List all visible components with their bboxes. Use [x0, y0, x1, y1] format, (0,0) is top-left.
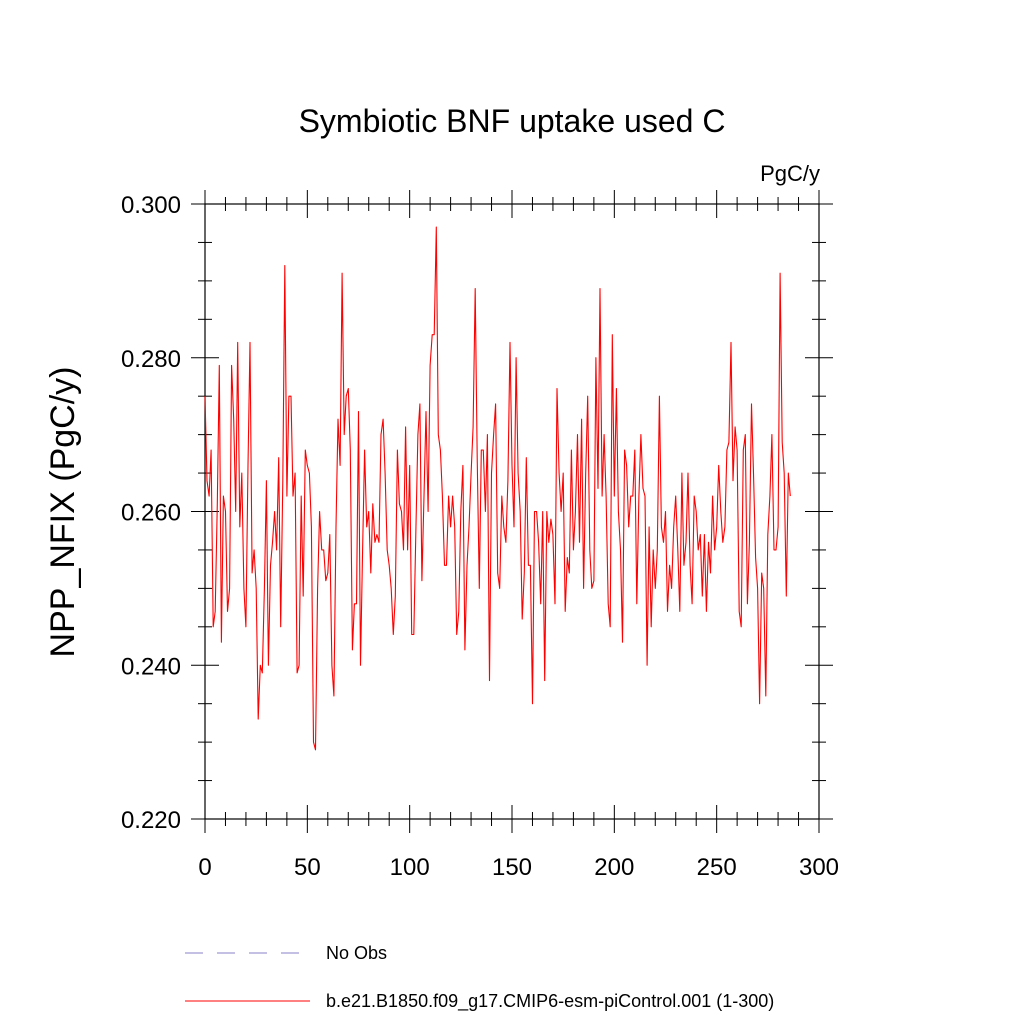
y-tick-labels: 0.220 0.240 0.260 0.280 0.300 — [121, 192, 181, 834]
y-axis-label: NPP_NFIX (PgC/y) — [44, 367, 82, 658]
units-label: PgC/y — [760, 161, 820, 186]
x-tick-labels: 0 50 100 150 200 250 300 — [198, 854, 839, 881]
y-tick-label-0.260: 0.260 — [121, 500, 181, 527]
plot-frame — [204, 203, 820, 820]
x-tick-label-100: 100 — [390, 854, 430, 881]
x-tick-label-300: 300 — [799, 854, 839, 881]
legend-label-model: b.e21.B1850.f09_g17.CMIP6-esm-piControl.… — [326, 991, 774, 1012]
x-tick-label-150: 150 — [492, 854, 532, 881]
y-tick-label-0.240: 0.240 — [121, 653, 181, 680]
x-tick-label-200: 200 — [594, 854, 634, 881]
y-tick-label-0.220: 0.220 — [121, 807, 181, 834]
legend-label-no-obs: No Obs — [326, 943, 387, 963]
x-tick-label-50: 50 — [294, 854, 321, 881]
x-tick-label-250: 250 — [697, 854, 737, 881]
legend: No Obs b.e21.B1850.f09_g17.CMIP6-esm-piC… — [185, 943, 774, 1012]
axis-ticks — [191, 190, 833, 833]
y-tick-label-0.300: 0.300 — [121, 192, 181, 219]
series-line — [204, 226, 791, 751]
x-tick-label-0: 0 — [198, 854, 211, 881]
chart-title: Symbiotic BNF uptake used C — [299, 103, 726, 139]
y-tick-label-0.280: 0.280 — [121, 346, 181, 373]
